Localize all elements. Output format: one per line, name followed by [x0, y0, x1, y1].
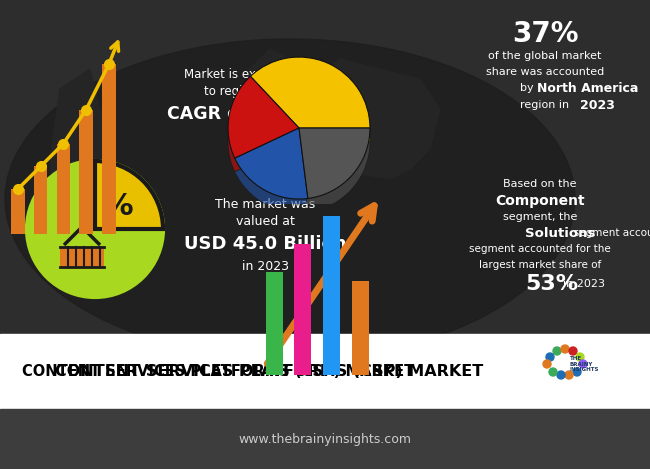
Bar	[352, 281, 369, 375]
Bar	[294, 244, 311, 375]
Circle shape	[579, 360, 587, 368]
Text: THE
BRAINY
INSIGHTS: THE BRAINY INSIGHTS	[570, 356, 599, 372]
Wedge shape	[299, 142, 370, 212]
Text: %: %	[103, 191, 133, 220]
Text: share was accounted: share was accounted	[486, 67, 604, 77]
Bar	[11, 189, 25, 234]
Circle shape	[565, 371, 573, 379]
Wedge shape	[95, 161, 163, 229]
Wedge shape	[250, 71, 370, 142]
Wedge shape	[235, 142, 308, 212]
Text: segment accounted for the: segment accounted for the	[469, 244, 611, 254]
Circle shape	[543, 360, 551, 368]
Text: in 2023: in 2023	[242, 259, 289, 272]
Text: to register a: to register a	[203, 84, 276, 98]
Text: 37%: 37%	[512, 20, 578, 48]
Text: region in: region in	[520, 100, 569, 110]
Text: of the global market: of the global market	[488, 51, 602, 61]
Wedge shape	[250, 57, 370, 128]
Wedge shape	[235, 128, 308, 199]
Bar	[102, 64, 116, 234]
Bar	[0, 334, 650, 409]
Text: Component: Component	[495, 194, 585, 208]
Bar	[79, 110, 93, 234]
Polygon shape	[235, 49, 300, 189]
Bar	[0, 409, 650, 469]
Bar	[323, 216, 340, 375]
Text: Based on the: Based on the	[503, 179, 577, 189]
Text: 53%: 53%	[525, 274, 578, 294]
Text: CONTENT SERVICES PLATFORMS (CSP) MARKET: CONTENT SERVICES PLATFORMS (CSP) MARKET	[22, 363, 414, 378]
Text: CAGR of 15.8%: CAGR of 15.8%	[167, 105, 313, 123]
Circle shape	[569, 347, 577, 355]
Text: CONTENT SERVICES PLATFORMS (CSP) MARKET: CONTENT SERVICES PLATFORMS (CSP) MARKET	[55, 363, 483, 378]
Text: largest market share of: largest market share of	[479, 260, 601, 270]
Bar	[266, 272, 283, 375]
Circle shape	[27, 161, 163, 297]
Circle shape	[546, 353, 554, 361]
Text: www.thebrainyinsights.com: www.thebrainyinsights.com	[239, 432, 411, 446]
Circle shape	[561, 345, 569, 353]
Bar	[34, 166, 47, 234]
Circle shape	[557, 371, 565, 379]
Wedge shape	[228, 90, 299, 172]
Ellipse shape	[5, 39, 575, 359]
Wedge shape	[299, 128, 370, 198]
Text: by: by	[520, 83, 534, 93]
Text: 2023: 2023	[580, 98, 615, 112]
Text: segment accounted for the: segment accounted for the	[525, 228, 650, 238]
Polygon shape	[305, 59, 440, 179]
Text: USD 45.0 Billion: USD 45.0 Billion	[184, 235, 346, 253]
Text: Market is expected: Market is expected	[184, 68, 296, 81]
Bar	[60, 247, 104, 267]
Polygon shape	[50, 69, 115, 249]
Text: North America: North America	[537, 82, 638, 94]
Text: valued at: valued at	[235, 214, 294, 227]
Text: segment, the: segment, the	[503, 212, 577, 222]
Circle shape	[576, 353, 584, 361]
Circle shape	[549, 368, 557, 376]
Text: Solutions: Solutions	[525, 227, 595, 240]
Wedge shape	[228, 76, 299, 158]
Text: The market was: The market was	[215, 197, 315, 211]
Bar	[57, 144, 70, 234]
Text: in 2023: in 2023	[563, 279, 605, 289]
Circle shape	[553, 347, 561, 355]
Circle shape	[573, 368, 581, 376]
